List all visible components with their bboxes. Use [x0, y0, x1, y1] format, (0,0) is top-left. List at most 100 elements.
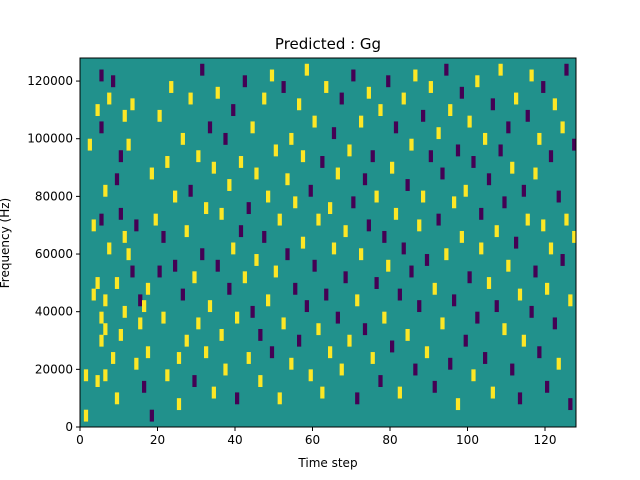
- heatmap-cell: [87, 138, 92, 151]
- heatmap-cell: [510, 363, 515, 376]
- heatmap-cell: [459, 86, 464, 99]
- heatmap-cell: [529, 69, 534, 82]
- heatmap-cell: [428, 150, 433, 163]
- heatmap-cell: [118, 150, 123, 163]
- heatmap-cell: [118, 207, 123, 220]
- heatmap-cell: [138, 294, 143, 307]
- heatmap-cell: [300, 236, 306, 249]
- heatmap-cell: [486, 277, 492, 289]
- heatmap-cell: [537, 132, 542, 145]
- heatmap-cell: [483, 132, 488, 145]
- heatmap-cell: [304, 300, 309, 313]
- heatmap-cell: [114, 392, 120, 405]
- heatmap-cell: [494, 300, 499, 313]
- heatmap-cell: [366, 219, 371, 232]
- heatmap-cell: [467, 115, 472, 128]
- heatmap-cell: [99, 69, 104, 82]
- heatmap-cell: [238, 156, 244, 168]
- heatmap-cell: [99, 334, 104, 347]
- heatmap-cell: [440, 167, 445, 180]
- heatmap-cell: [564, 213, 569, 226]
- heatmap-cell: [479, 242, 484, 255]
- heatmap-cell: [366, 86, 371, 99]
- heatmap-cell: [324, 81, 329, 93]
- heatmap-cell: [463, 184, 468, 197]
- heatmap-cell: [238, 225, 244, 238]
- heatmap-cell: [362, 323, 368, 336]
- heatmap-cell: [521, 184, 526, 197]
- heatmap-cell: [161, 230, 166, 243]
- heatmap-cell: [180, 132, 185, 145]
- heatmap-cell: [517, 392, 523, 405]
- heatmap-cell: [219, 207, 224, 220]
- heatmap-cell: [281, 81, 286, 93]
- heatmap-cell: [103, 184, 108, 197]
- heatmap-cell: [95, 104, 100, 117]
- y-axis-ticks: 0 20000 40000 60000 80000 100000 120000: [27, 74, 80, 434]
- x-tick-label: 60: [305, 433, 320, 447]
- heatmap-cell: [91, 288, 96, 301]
- heatmap-cell: [386, 75, 391, 88]
- heatmap-cell: [483, 352, 488, 364]
- heatmap-cell: [390, 161, 395, 174]
- heatmap-cell: [533, 167, 538, 180]
- heatmap-cell: [188, 92, 193, 105]
- heatmap-cell: [498, 63, 503, 76]
- heatmap-cell: [122, 305, 127, 318]
- heatmap-cell: [258, 375, 263, 387]
- heatmap-cell: [459, 230, 464, 243]
- heatmap-cell: [397, 386, 402, 399]
- chart-title: Predicted : Gg: [275, 35, 381, 53]
- heatmap-cell: [235, 392, 240, 405]
- heatmap-cell: [285, 173, 290, 186]
- heatmap-cell: [556, 190, 561, 203]
- heatmap-cell: [355, 392, 360, 405]
- heatmap-cell: [417, 300, 422, 313]
- heatmap-cell: [134, 357, 139, 370]
- y-tick-label: 60000: [35, 247, 73, 261]
- heatmap-cell: [541, 219, 546, 232]
- heatmap-cell: [359, 248, 364, 261]
- heatmap-cell: [204, 202, 209, 215]
- heatmap-cell: [413, 69, 418, 82]
- heatmap-cell: [300, 150, 306, 163]
- heatmap-cell: [250, 121, 255, 134]
- heatmap-cell: [401, 242, 406, 255]
- heatmap-cell: [545, 380, 550, 393]
- heatmap-cell: [130, 98, 135, 111]
- heatmap-cell: [335, 167, 340, 180]
- heatmap-cell: [572, 230, 577, 243]
- heatmap-cell: [370, 150, 375, 163]
- heatmap-cell: [514, 236, 519, 249]
- heatmap-cell: [397, 288, 402, 301]
- heatmap-cell: [436, 213, 441, 226]
- heatmap-cell: [393, 207, 399, 220]
- heatmap-cell: [374, 190, 379, 203]
- heatmap-cell: [196, 317, 201, 330]
- heatmap-cell: [103, 294, 108, 307]
- heatmap-background: [80, 58, 576, 427]
- heatmap-cell: [308, 369, 313, 382]
- heatmap-cell: [161, 311, 166, 324]
- heatmap-cell: [452, 294, 457, 307]
- heatmap-cell: [235, 311, 240, 324]
- heatmap-cell: [362, 173, 368, 186]
- heatmap-cell: [107, 92, 112, 105]
- heatmap-cell: [142, 380, 147, 393]
- heatmap-cell: [176, 352, 182, 364]
- heatmap-cell: [502, 323, 507, 336]
- heatmap-cell: [99, 121, 104, 134]
- heatmap-cell: [83, 369, 89, 382]
- y-tick-label: 20000: [35, 362, 73, 376]
- heatmap-cell: [498, 144, 503, 157]
- heatmap-cell: [486, 173, 492, 186]
- heatmap-cell: [537, 346, 542, 359]
- heatmap-cell: [502, 196, 507, 209]
- heatmap-cell: [83, 409, 89, 422]
- heatmap-cell: [510, 161, 515, 174]
- heatmap-cell: [494, 225, 499, 238]
- heatmap-cell: [343, 225, 348, 238]
- heatmap-cell: [227, 179, 232, 191]
- heatmap-cell: [405, 179, 410, 191]
